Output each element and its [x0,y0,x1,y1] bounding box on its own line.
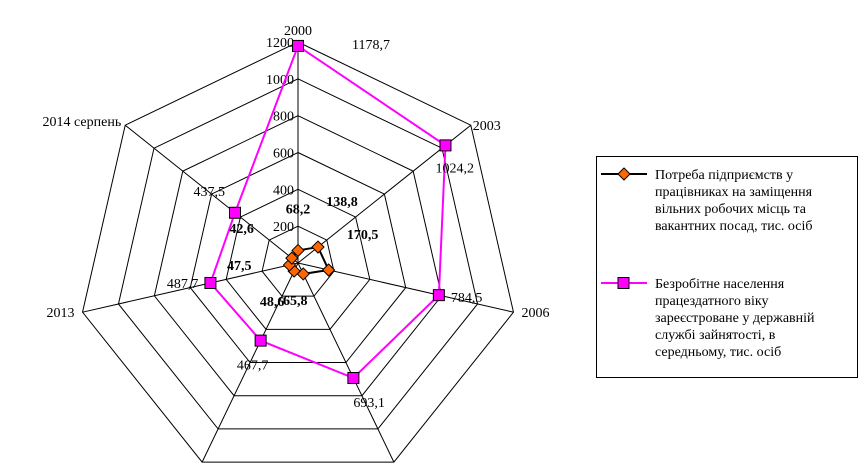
category-label: 2009 [384,471,412,473]
grid-spoke [297,262,395,463]
radar-grid [81,41,515,463]
grid-ring [225,188,371,330]
series-marker [321,263,336,277]
data-label: 1024,2 [435,161,474,176]
grid-spoke [201,262,299,463]
legend-line: працівниках на заміщення [655,185,813,200]
radial-tick-label: 400 [273,183,294,198]
radial-tick-label: 800 [273,110,294,125]
series-marker [291,243,305,258]
series-marker [229,206,242,219]
legend-line: вільних робочих місць та [655,202,806,217]
radial-tick-label: 200 [273,220,294,235]
grid-spoke [82,262,299,313]
data-label: 1178,7 [352,38,390,53]
series-marker [285,251,299,265]
data-label: 48,6 [260,295,285,310]
grid-ring [189,151,407,364]
data-label: 138,8 [326,195,358,210]
radial-tick-label: 600 [273,147,294,162]
grid-ring [81,41,515,463]
grid-ring [261,225,335,297]
legend-line: зареєстроване у державній [655,311,815,326]
series-marker [311,240,325,254]
series-marker [347,372,360,385]
series-marker [432,289,445,302]
data-label: 693,1 [353,396,385,411]
data-label: 437,5 [194,185,226,200]
radial-tick-label: 1200 [266,36,294,51]
category-label: 2014 серпень [43,115,122,130]
data-labels: 68,2 138,8 170,5 65,848,6 47,5 42,6 1178,7 1024… [167,38,482,411]
legend-line: середньому, тис. осіб [655,345,782,360]
radial-tick-label: 1000 [266,73,294,88]
data-label: 42,6 [229,222,254,237]
grid-ring [117,78,479,430]
series-marker [254,334,267,347]
legend-item-unemployed: Безробітне населення працездатного віку … [599,276,855,361]
data-label: 784,5 [451,291,483,306]
legend-label-unemployed: Безробітне населення працездатного віку … [655,276,855,361]
data-label: 47,5 [227,259,252,274]
category-label: 2012 [184,471,212,473]
series-marker [439,139,452,152]
legend: Потреба підприємств у працівниках на зам… [596,156,858,378]
legend-swatch-demand [601,167,647,181]
legend-line: вакантних посад, тис. осіб [655,219,813,234]
category-labels: 2000 2003 2006 2009 2012 2013 2014 серпень [43,24,550,473]
data-label: 170,5 [347,228,379,243]
series-line [209,44,447,380]
grid-spoke [124,124,299,264]
grid-ring [153,115,443,397]
category-label: 2013 [47,306,75,321]
data-label: 467,7 [237,359,269,374]
legend-line: службі зайнятості, в [655,328,776,343]
series-marker [292,39,304,52]
legend-item-demand: Потреба підприємств у працівниках на зам… [599,167,855,235]
series-marker [204,276,217,289]
legend-line: працездатного віку [655,294,769,309]
legend-swatch-unemployed [601,277,647,289]
data-label: 65,8 [283,294,308,309]
legend-line: Безробітне населення [655,277,785,292]
series-layer [204,39,452,385]
radial-axis-ticks: 020040060080010001200 [266,36,294,272]
legend-line: Потреба підприємств у [655,168,794,183]
category-label: 2006 [521,306,549,321]
category-label: 2000 [284,24,312,39]
legend-label-demand: Потреба підприємств у працівниках на зам… [655,167,855,235]
data-label: 68,2 [286,202,311,217]
data-label: 487,7 [167,277,199,292]
category-label: 2003 [473,119,501,134]
